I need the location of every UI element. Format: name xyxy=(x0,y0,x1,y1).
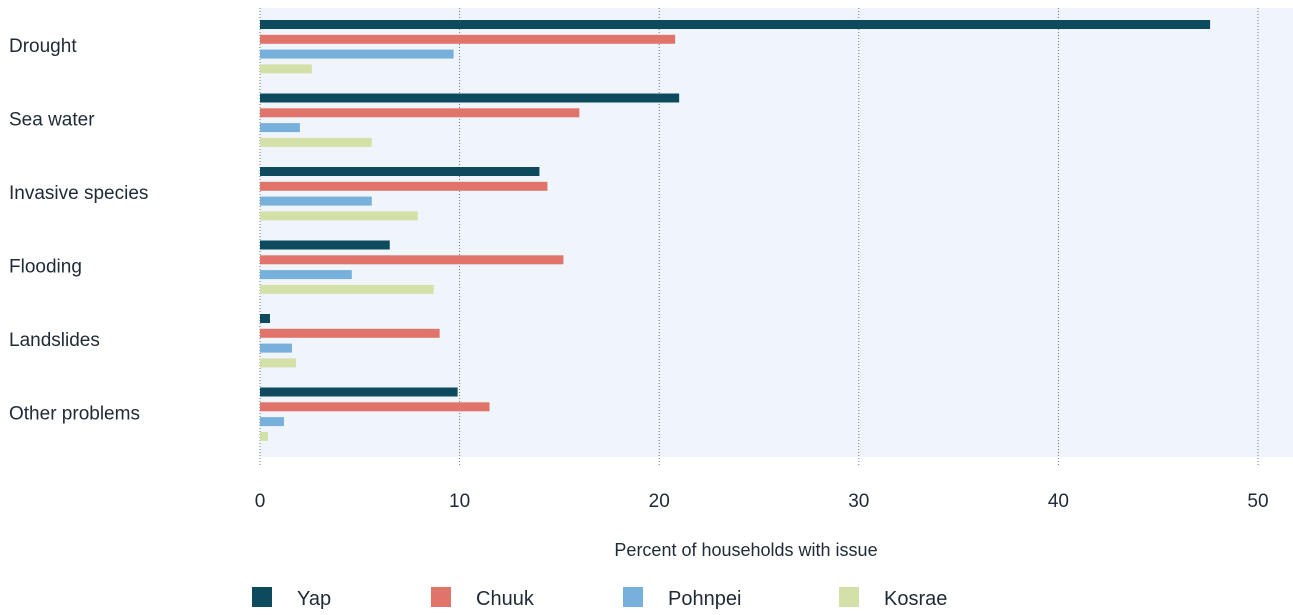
bar-pohnpei-4 xyxy=(260,343,292,353)
category-label: Other problems xyxy=(9,404,140,425)
bar-yap-1 xyxy=(260,93,680,103)
bar-kosrae-1 xyxy=(260,137,372,147)
category-label: Invasive species xyxy=(9,183,148,204)
bar-chuuk-4 xyxy=(260,328,440,338)
legend-label-kosrae: Kosrae xyxy=(884,588,947,610)
legend-swatch-kosrae xyxy=(839,587,859,607)
bar-chuuk-5 xyxy=(260,402,490,412)
category-labels: Drought Sea water Invasive species Flooding… xyxy=(9,36,148,425)
x-tick-label: 0 xyxy=(255,491,266,512)
bar-kosrae-3 xyxy=(260,284,434,294)
x-tick-labels: 0 10 20 30 40 50 xyxy=(255,491,1269,512)
x-tick-label: 30 xyxy=(848,491,869,512)
bar-chuuk-2 xyxy=(260,181,548,191)
bar-yap-5 xyxy=(260,387,458,397)
legend: Yap Chuuk Pohnpei Kosrae xyxy=(252,587,947,610)
legend-label-chuuk: Chuuk xyxy=(476,588,535,610)
legend-swatch-yap xyxy=(252,587,272,607)
bar-pohnpei-0 xyxy=(260,49,454,59)
bar-kosrae-5 xyxy=(260,431,268,441)
bar-pohnpei-1 xyxy=(260,123,300,133)
bar-yap-0 xyxy=(260,20,1211,29)
category-label: Flooding xyxy=(9,257,82,278)
plot-background xyxy=(260,8,1293,457)
x-tick-label: 50 xyxy=(1247,491,1268,512)
bar-yap-4 xyxy=(260,314,270,323)
bar-chuuk-1 xyxy=(260,108,580,118)
bar-pohnpei-3 xyxy=(260,270,352,280)
legend-swatch-chuuk xyxy=(431,587,451,607)
x-tick-label: 10 xyxy=(449,491,470,512)
legend-label-yap: Yap xyxy=(297,588,331,610)
bar-chuuk-3 xyxy=(260,255,564,265)
category-label: Drought xyxy=(9,36,77,57)
grid-lines xyxy=(259,8,1259,465)
x-axis-title: Percent of households with issue xyxy=(614,540,877,560)
bars xyxy=(260,20,1211,441)
category-label: Landslides xyxy=(9,330,100,351)
bar-yap-2 xyxy=(260,167,540,176)
bar-pohnpei-2 xyxy=(260,196,372,206)
bar-yap-3 xyxy=(260,240,390,250)
legend-label-pohnpei: Pohnpei xyxy=(668,588,741,610)
bar-kosrae-4 xyxy=(260,358,296,368)
bar-pohnpei-5 xyxy=(260,417,284,427)
bar-kosrae-0 xyxy=(260,64,312,74)
legend-swatch-pohnpei xyxy=(623,587,643,607)
category-label: Sea water xyxy=(9,110,95,131)
bar-chuuk-0 xyxy=(260,34,676,44)
x-tick-label: 20 xyxy=(649,491,670,512)
x-tick-label: 40 xyxy=(1048,491,1069,512)
bar-kosrae-2 xyxy=(260,211,418,221)
